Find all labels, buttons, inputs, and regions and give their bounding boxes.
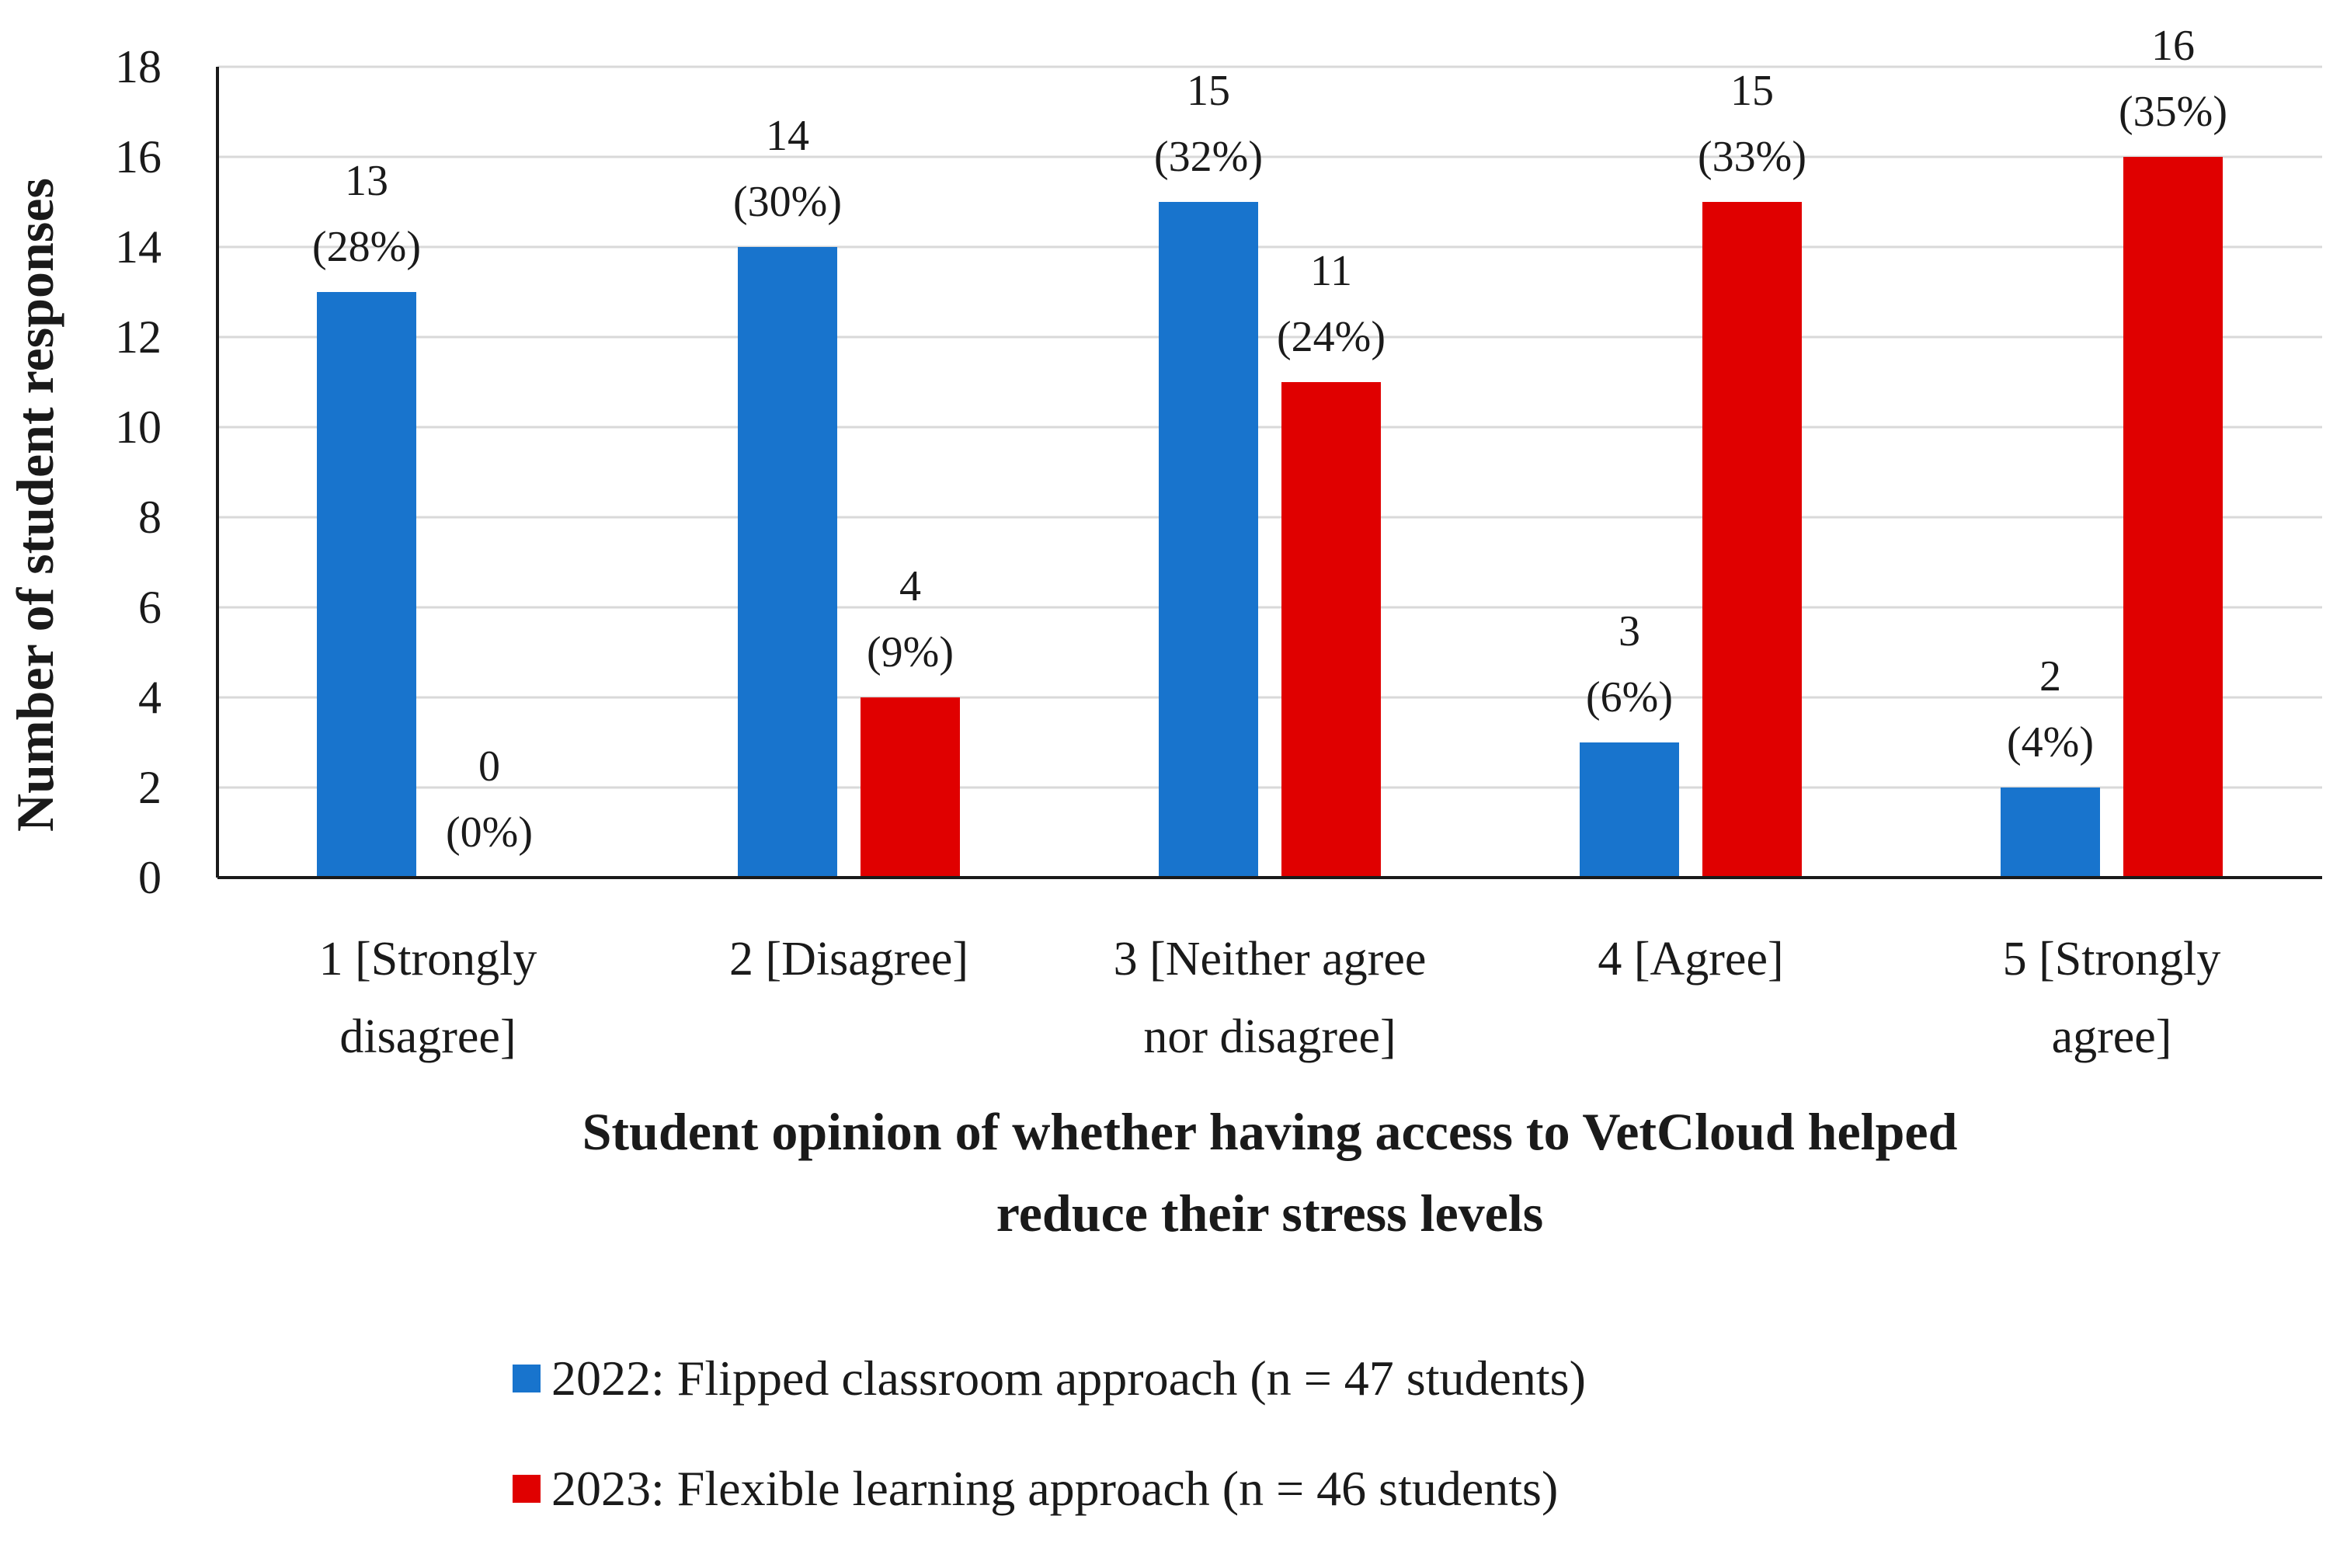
bar-s1-c1: [317, 292, 416, 878]
legend-item-2023: 2023: Flexible learning approach (n = 46…: [513, 1458, 1586, 1520]
legend-swatch-2022: [513, 1365, 541, 1392]
legend-label-2023: 2023: Flexible learning approach (n = 46…: [551, 1461, 1559, 1516]
bar-s2-c5: [2123, 157, 2223, 878]
category-label-2-line-1: 2 [Disagree]: [729, 933, 968, 986]
bar-s1-c5: [2001, 787, 2100, 878]
data-label-value-s1-c1: 13: [345, 157, 388, 205]
data-label-value-s1-c3: 15: [1187, 67, 1230, 115]
legend-label-2022: 2022: Flipped classroom approach (n = 47…: [551, 1351, 1586, 1406]
data-label-value-s2-c2: 4: [899, 562, 921, 610]
y-tick-labels: 0 2 4 6 8 10 12 14 16 18: [115, 41, 162, 903]
category-label-5-line-2: agree]: [2052, 1010, 2172, 1063]
data-label-pct-s2-c4: (33%): [1698, 133, 1806, 181]
data-label-pct-s1-c4: (6%): [1586, 673, 1673, 721]
bar-s1-c3: [1159, 202, 1258, 878]
data-label-pct-s1-c3: (32%): [1154, 133, 1263, 181]
y-tick-10: 10: [115, 402, 162, 453]
data-label-pct-s1-c5: (4%): [2007, 718, 2094, 767]
data-label-value-s2-c3: 11: [1310, 247, 1352, 295]
y-tick-4: 4: [138, 672, 162, 723]
data-label-value-s1-c2: 14: [766, 112, 809, 160]
legend-swatch-2023: [513, 1475, 541, 1503]
bar-s1-c4: [1580, 742, 1679, 878]
category-label-3-line-1: 3 [Neither agree: [1114, 933, 1427, 986]
y-tick-2: 2: [138, 762, 162, 813]
bar-s2-c2: [861, 697, 960, 878]
y-tick-0: 0: [138, 852, 162, 903]
bar-s2-c4: [1702, 202, 1802, 878]
category-label-1-line-1: 1 [Strongly: [319, 933, 537, 986]
category-labels: 1 [Strongly disagree] 2 [Disagree] 3 [Neith…: [319, 933, 2221, 1063]
data-label-pct-s1-c1: (28%): [312, 223, 421, 271]
data-label-pct-s1-c2: (30%): [733, 178, 842, 226]
data-label-value-s2-c1: 0: [478, 742, 500, 791]
y-tick-16: 16: [115, 131, 162, 183]
y-tick-14: 14: [115, 221, 162, 273]
data-label-value-s2-c5: 16: [2151, 22, 2195, 70]
y-tick-12: 12: [115, 311, 162, 363]
category-label-5-line-1: 5 [Strongly: [2003, 933, 2221, 986]
x-axis-title-line-1: Student opinion of whether having access…: [582, 1102, 1958, 1161]
data-label-value-s1-c5: 2: [2039, 652, 2061, 701]
category-label-1-line-2: disagree]: [339, 1010, 516, 1063]
gridlines: [217, 65, 2322, 789]
data-label-value-s2-c4: 15: [1730, 67, 1774, 115]
data-label-pct-s2-c5: (35%): [2119, 88, 2227, 136]
axes: [216, 67, 2322, 879]
y-axis-title: Number of student responses: [5, 178, 64, 832]
y-tick-18: 18: [115, 41, 162, 92]
bars: [317, 157, 2223, 878]
category-label-4-line-1: 4 [Agree]: [1598, 933, 1783, 986]
data-label-pct-s2-c1: (0%): [446, 808, 533, 857]
legend-item-2022: 2022: Flipped classroom approach (n = 47…: [513, 1347, 1586, 1410]
x-axis-title-line-2: reduce their stress levels: [996, 1184, 1543, 1243]
data-label-pct-s2-c3: (24%): [1277, 313, 1386, 361]
y-tick-6: 6: [138, 582, 162, 633]
legend: 2022: Flipped classroom approach (n = 47…: [513, 1347, 1586, 1568]
data-label-pct-s2-c2: (9%): [867, 628, 954, 676]
data-label-value-s1-c4: 3: [1619, 607, 1640, 655]
bar-s2-c3: [1281, 382, 1381, 878]
bar-s1-c2: [738, 247, 837, 878]
data-labels: 13 (28%) 0 (0%) 14 (30%) 4 (9%) 15 (32%) 11 (24%) 3 (…: [312, 22, 2227, 857]
category-label-3-line-2: nor disagree]: [1143, 1010, 1396, 1063]
y-tick-8: 8: [138, 492, 162, 543]
